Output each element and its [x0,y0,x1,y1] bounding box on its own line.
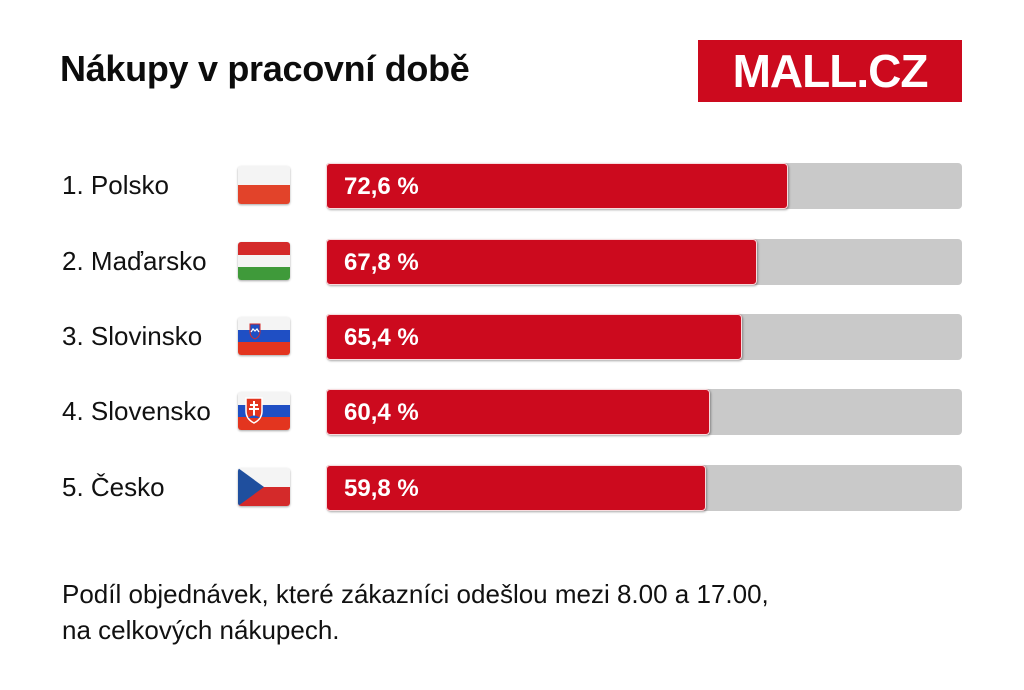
bar-track: 59,8 % [326,465,962,511]
data-label: 60,4 % [344,399,419,426]
czech-flag-icon [238,468,290,506]
mall-cz-logo: MALL.CZ [698,40,962,102]
bar-row: 4. Slovensko 60,4 % [0,388,1024,435]
category-label: 5. Česko [62,472,165,502]
bar-track: 60,4 % [326,389,962,435]
category-label: 2. Maďarsko [62,246,207,276]
bar: 59,8 % [326,465,706,511]
bar: 72,6 % [326,163,788,209]
data-label: 65,4 % [344,324,419,351]
bar-row: 2. Maďarsko 67,8 % [0,238,1024,285]
slovakia-flag-icon [238,392,290,430]
hungary-flag-icon [238,242,290,280]
category-label: 3. Slovinsko [62,321,203,351]
bar-row: 5. Česko 59,8 % [0,464,1024,511]
bar-row: 3. Slovinsko 65,4 % [0,313,1024,360]
caption-line-2: na celkových nákupech. [62,615,340,645]
data-label: 72,6 % [344,173,419,200]
bar: 67,8 % [326,239,757,285]
slovenia-flag-icon [238,317,290,355]
chart-title: Nákupy v pracovní době [60,48,470,89]
data-label: 59,8 % [344,475,419,502]
bar-row: 1. Polsko 72,6 % [0,162,1024,209]
chart-caption: Podíl objednávek, které zákazníci odešlo… [62,576,769,648]
category-label: 4. Slovensko [62,396,211,426]
bar-track: 65,4 % [326,314,962,360]
bar: 65,4 % [326,314,742,360]
bar-track: 67,8 % [326,239,962,285]
bar: 60,4 % [326,389,710,435]
bar-track: 72,6 % [326,163,962,209]
category-label: 1. Polsko [62,170,169,200]
data-label: 67,8 % [344,249,419,276]
poland-flag-icon [238,166,290,204]
caption-line-1: Podíl objednávek, které zákazníci odešlo… [62,579,769,609]
